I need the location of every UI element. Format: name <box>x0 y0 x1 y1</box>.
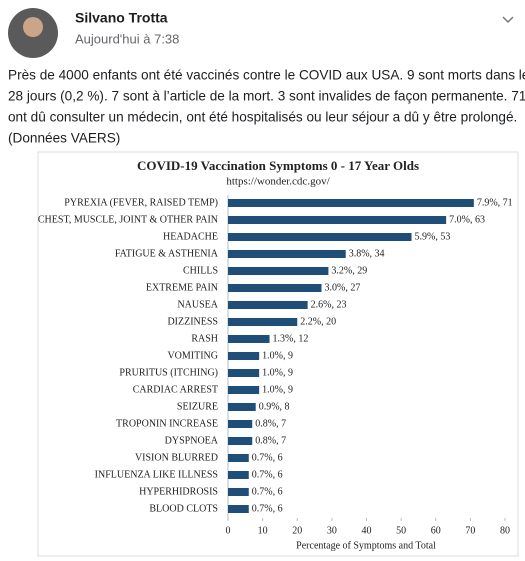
value-label: 0.9%, 8 <box>259 401 290 412</box>
bar <box>228 267 329 275</box>
category-label: RASH <box>191 333 218 344</box>
bar <box>228 386 260 394</box>
bar <box>228 233 412 241</box>
author[interactable]: Silvano Trotta <box>75 10 168 26</box>
bar <box>228 352 260 360</box>
category-label: CHEST, MUSCLE, JOINT & OTHER PAIN <box>38 214 218 225</box>
bar <box>228 437 253 445</box>
value-label: 1.3%, 12 <box>273 333 309 344</box>
category-label: CHILLS <box>183 265 218 276</box>
x-tick-label: 60 <box>431 525 441 536</box>
menu-chevron[interactable] <box>502 16 514 24</box>
value-label: 0.7%, 6 <box>252 486 283 497</box>
value-label: 0.8%, 7 <box>255 435 286 446</box>
bar <box>228 318 298 326</box>
value-label: 0.7%, 6 <box>252 452 283 463</box>
category-label: FATIGUE & ASTHENIA <box>115 248 219 259</box>
x-tick-label: 10 <box>258 525 268 536</box>
value-label: 0.8%, 7 <box>255 418 286 429</box>
bar <box>228 471 249 479</box>
x-tick-label: 30 <box>327 525 337 536</box>
x-axis-label: Percentage of Symptoms and Total <box>296 540 436 551</box>
value-label: 7.0%, 63 <box>449 214 485 225</box>
category-label: HYPERHIDROSIS <box>139 486 218 497</box>
text-line: Près de 4000 enfants ont été vaccinés co… <box>8 68 525 83</box>
category-label: TROPONIN INCREASE <box>116 418 218 429</box>
bar <box>228 488 249 496</box>
category-label: NAUSEA <box>177 299 218 310</box>
text-line: (Données VAERS) <box>8 131 120 146</box>
category-label: BLOOD CLOTS <box>149 503 218 514</box>
post-text: Près de 4000 enfants ont été vaccinés co… <box>8 68 525 146</box>
x-tick-label: 70 <box>465 525 475 536</box>
bar <box>228 216 447 224</box>
bar <box>228 420 253 428</box>
category-label: SEIZURE <box>177 401 218 412</box>
category-label: VOMITING <box>167 350 218 361</box>
x-tick-label: 20 <box>292 525 302 536</box>
category-label: VISION BLURRED <box>135 452 218 463</box>
value-label: 7.9%, 71 <box>477 197 513 208</box>
category-label: DIZZINESS <box>167 316 218 327</box>
bar <box>228 403 256 411</box>
chart-subtitle: https://wonder.cdc.gov/ <box>226 176 330 188</box>
value-label: 3.2%, 29 <box>331 265 367 276</box>
value-label: 1.0%, 9 <box>262 384 293 395</box>
text-line: 28 jours (0,2 %). 7 sont à l’article de … <box>8 89 525 104</box>
value-label: 5.9%, 53 <box>415 231 451 242</box>
x-tick-label: 50 <box>396 525 406 536</box>
text-line: ont dû consulter un médecin, ont été hos… <box>8 110 517 125</box>
category-label: PYREXIA (FEVER, RAISED TEMP) <box>64 197 218 208</box>
category-label: DYSPNOEA <box>165 435 219 446</box>
chart-title: COVID-19 Vaccination Symptoms 0 - 17 Yea… <box>137 158 419 173</box>
value-label: 0.7%, 6 <box>252 503 283 514</box>
value-label: 1.0%, 9 <box>262 350 293 361</box>
bar <box>228 199 474 207</box>
bar <box>228 250 346 258</box>
category-label: PRURITUS (ITCHING) <box>119 367 218 378</box>
value-label: 1.0%, 9 <box>262 367 293 378</box>
bar <box>228 505 249 513</box>
x-tick-label: 40 <box>362 525 372 536</box>
value-label: 2.6%, 23 <box>311 299 347 310</box>
bar <box>228 301 308 309</box>
bar <box>228 335 270 343</box>
value-label: 3.0%, 27 <box>324 282 360 293</box>
x-tick-label: 0 <box>226 525 231 536</box>
category-label: CARDIAC ARREST <box>133 384 218 395</box>
x-tick-label: 80 <box>500 525 510 536</box>
category-label: INFLUENZA LIKE ILLNESS <box>95 469 218 480</box>
avatar-face <box>23 17 43 37</box>
bar <box>228 284 322 292</box>
value-label: 2.2%, 20 <box>300 316 336 327</box>
value-label: 0.7%, 6 <box>252 469 283 480</box>
value-label: 3.8%, 34 <box>349 248 385 259</box>
category-label: HEADACHE <box>163 231 218 242</box>
bar <box>228 454 249 462</box>
bar <box>228 369 260 377</box>
category-label: EXTREME PAIN <box>146 282 218 293</box>
time[interactable]: Aujourd'hui à 7:38 <box>75 31 179 46</box>
